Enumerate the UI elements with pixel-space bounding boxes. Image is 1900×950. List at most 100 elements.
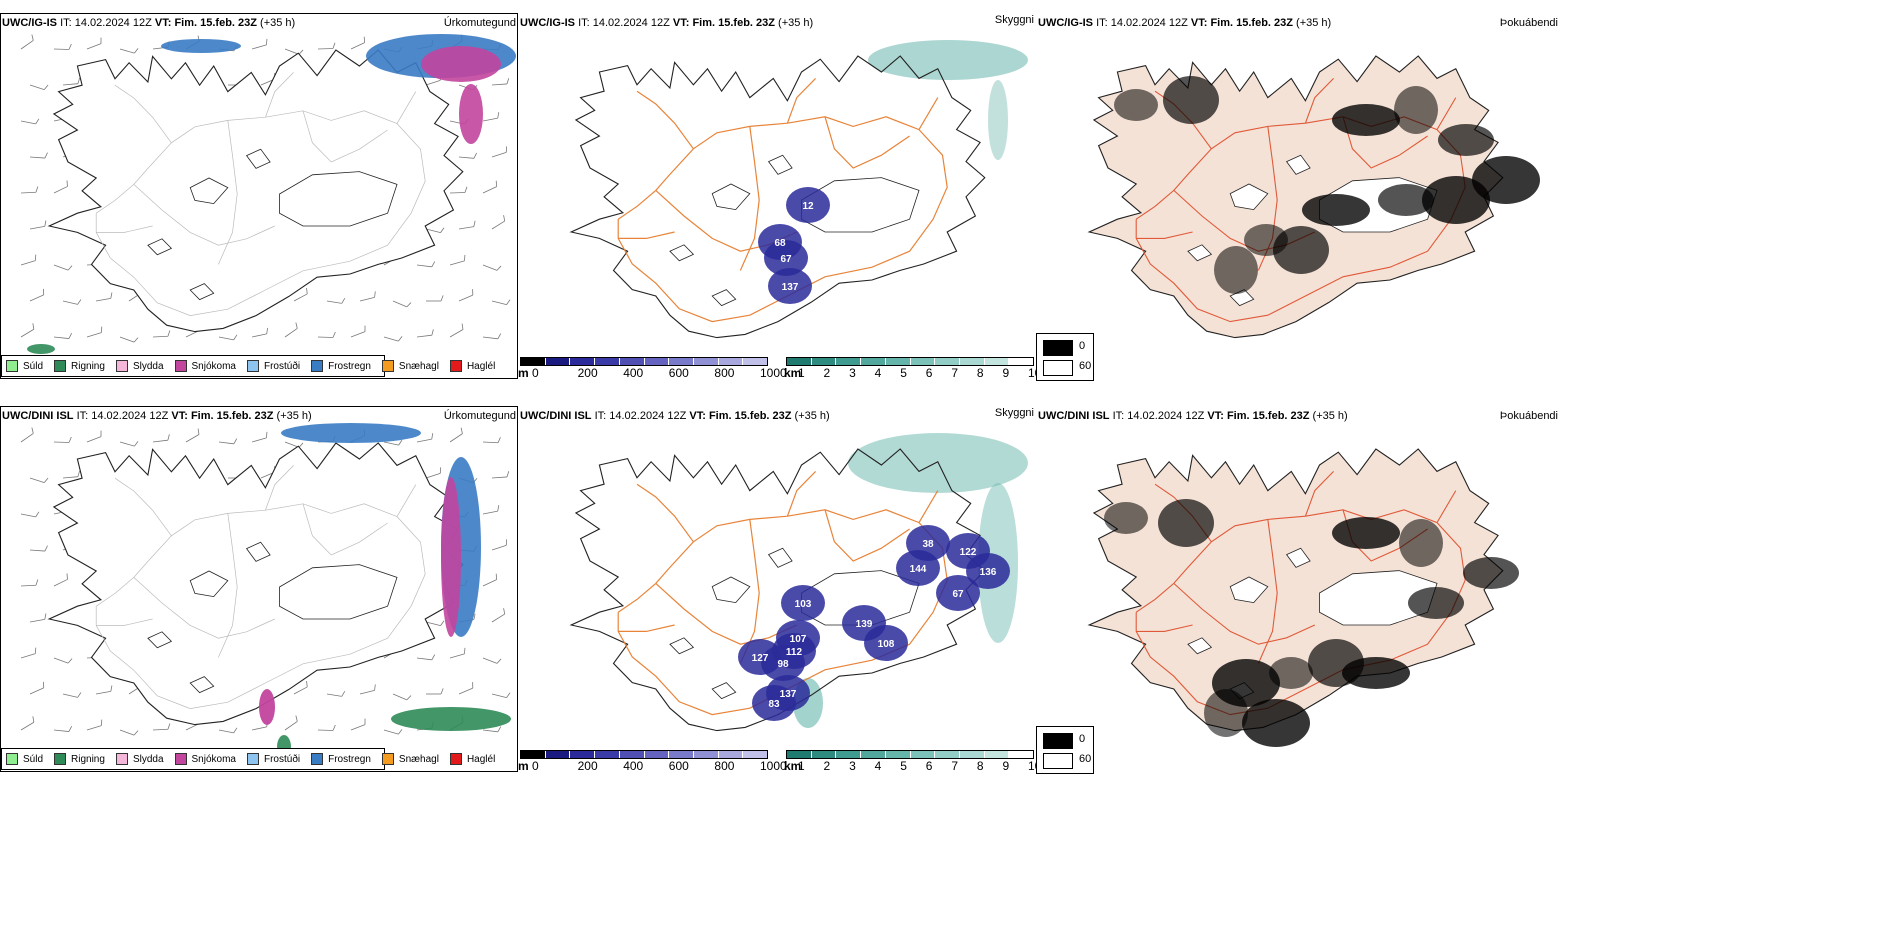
wind-barb-flag xyxy=(167,434,170,441)
frozen-rain-area xyxy=(161,39,241,53)
fog-legend: 0 60 xyxy=(1036,333,1094,381)
init-time-value: 14.02.2024 12Z xyxy=(1127,410,1205,422)
wind-barb xyxy=(29,156,45,159)
rain-area xyxy=(27,344,55,354)
wind-barb xyxy=(359,296,375,302)
wind-barb xyxy=(350,724,366,731)
valid-time-label: VT: xyxy=(689,410,706,422)
wind-barb xyxy=(20,513,36,518)
legend-swatch xyxy=(6,360,18,372)
wind-barb xyxy=(20,433,34,443)
glacier-outline xyxy=(147,238,173,256)
valid-time-value: Fim. 15.feb. 23Z xyxy=(190,410,274,422)
fog-distance-area xyxy=(988,80,1008,160)
valid-time-value: Fim. 15.feb. 23Z xyxy=(1226,410,1310,422)
wind-barb-flag xyxy=(68,43,72,50)
wind-barb-flag xyxy=(43,477,49,483)
road xyxy=(655,582,798,645)
init-time-value: 14.02.2024 12Z xyxy=(1110,17,1188,29)
ceiling-value-label: 136 xyxy=(980,567,997,578)
precip-type-legend: Súld Rigning Slydda Snjókoma Frostúði Frostre… xyxy=(1,355,495,377)
wind-barb xyxy=(119,729,135,736)
wind-barb xyxy=(95,691,111,695)
legend-swatch xyxy=(174,360,187,372)
wind-barb-flag xyxy=(68,436,72,443)
road xyxy=(218,513,238,658)
ceiling-value-label: 137 xyxy=(780,689,797,700)
wind-barb xyxy=(284,48,300,55)
legend-swatch xyxy=(449,360,462,372)
fog-probability-area xyxy=(1332,517,1400,549)
model-name: UWC/IG-IS xyxy=(1038,17,1093,29)
glacier-outline xyxy=(767,154,793,175)
wind-barb-flag xyxy=(306,287,308,295)
ceiling-tick: 1000 xyxy=(760,759,787,773)
wind-barb-flag xyxy=(497,726,502,733)
model-name: UWC/DINI ISL xyxy=(2,410,74,422)
road xyxy=(1304,471,1334,517)
fog-probability-area xyxy=(1114,89,1158,121)
iceland-map xyxy=(47,442,464,726)
legend-swatch xyxy=(115,753,128,765)
wind-barb-flag xyxy=(233,727,238,734)
init-time-label: IT: xyxy=(594,410,607,422)
wind-barb xyxy=(284,441,300,448)
legend-swatch xyxy=(311,360,324,372)
road xyxy=(824,509,910,562)
legend-item: Rigning xyxy=(54,360,105,372)
wind-barb-flag xyxy=(398,729,403,735)
wind-barb xyxy=(383,729,399,735)
coastline xyxy=(1087,55,1504,339)
wind-barb xyxy=(119,336,135,343)
road xyxy=(302,110,388,163)
wind-barb-flag xyxy=(67,658,73,664)
valid-time-value: Fim. 15.feb. 23Z xyxy=(692,17,775,29)
wind-barb xyxy=(449,260,465,266)
wind-barb-flag xyxy=(35,118,40,125)
wind-barb xyxy=(425,472,441,479)
visibility-colorbars: m 0 200 400 600 800 1000 km 1 2 3 4 5 6 7 8 9 10 xyxy=(518,750,1041,774)
glacier-outline xyxy=(711,289,737,307)
wind-barb-flag xyxy=(440,620,445,626)
fog-legend-low: 60 xyxy=(1079,360,1092,372)
legend-label: Rigning xyxy=(71,360,105,372)
low-ceiling-area xyxy=(768,268,812,304)
wind-barb-flag xyxy=(197,428,200,435)
legend-item: Snjókoma xyxy=(174,753,236,765)
ceiling-value-label: 68 xyxy=(774,238,786,249)
wind-barb xyxy=(482,336,498,340)
valid-time-value: Fim. 15.feb. 23Z xyxy=(174,17,257,29)
distance-colorbar xyxy=(786,750,1034,759)
wind-barb xyxy=(251,726,267,731)
wind-barb xyxy=(449,433,463,443)
glacier-outline xyxy=(147,631,173,649)
legend-item: Slydda xyxy=(115,753,164,765)
fog-probability-area xyxy=(1378,184,1434,216)
glacier-outline xyxy=(669,244,695,262)
wind-barb-flag xyxy=(306,680,308,688)
wind-barb xyxy=(29,84,45,91)
glacier-outline xyxy=(279,564,398,620)
fog-legend-swatch-low xyxy=(1043,753,1073,769)
wind-barb-flag xyxy=(295,322,298,329)
legend-label: Súld xyxy=(23,360,44,372)
wind-barb xyxy=(416,264,432,268)
wind-barb-flag xyxy=(431,433,434,440)
wind-barb xyxy=(29,477,45,484)
wind-barb xyxy=(251,333,267,338)
road xyxy=(396,484,417,517)
wind-barb xyxy=(458,226,474,230)
wind-barb xyxy=(491,83,507,86)
legend-label: Haglél xyxy=(466,360,496,372)
distance-unit: km xyxy=(784,366,802,380)
ceiling-tick: 600 xyxy=(668,366,689,380)
wind-barb xyxy=(218,336,234,341)
ceiling-colorbar xyxy=(520,750,768,759)
road xyxy=(618,624,675,632)
precip-type-map xyxy=(20,423,511,759)
frozen-rain-area xyxy=(281,423,421,443)
road xyxy=(636,483,694,543)
wind-barb-flag xyxy=(464,186,468,193)
distance-tick: 6 xyxy=(925,366,933,380)
